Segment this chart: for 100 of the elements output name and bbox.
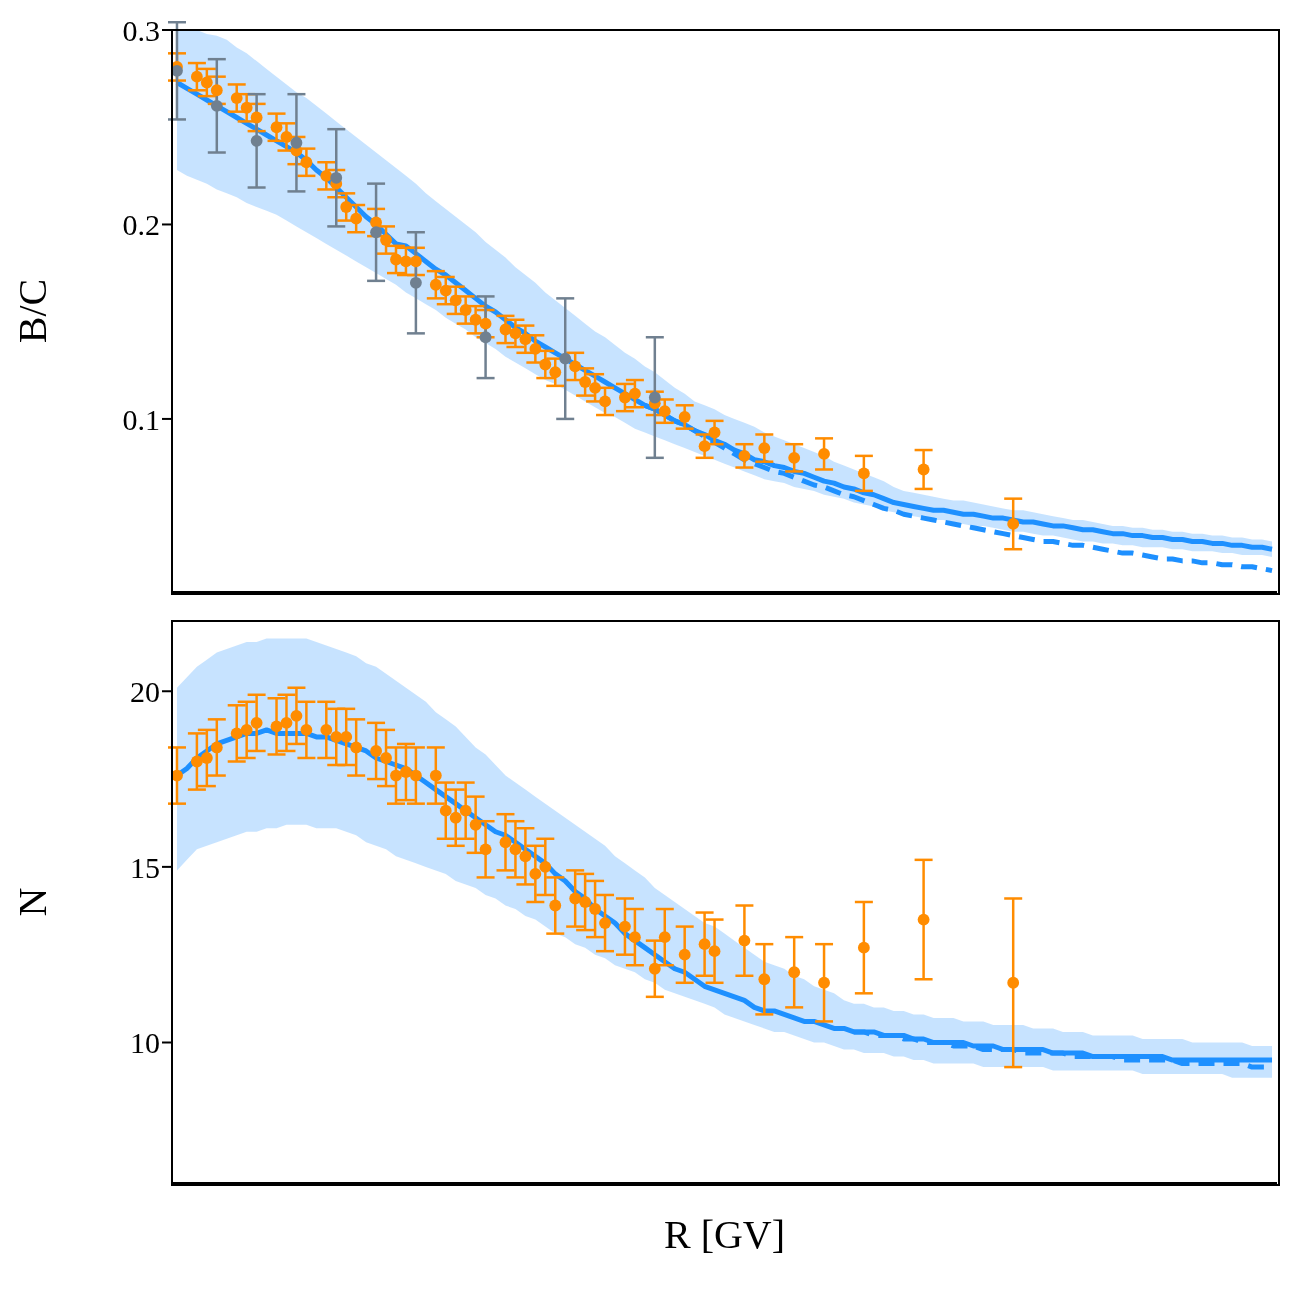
- point: [200, 76, 213, 89]
- point: [270, 121, 283, 134]
- point: [539, 860, 552, 873]
- point: [429, 769, 442, 782]
- point: [370, 226, 382, 239]
- point: [628, 931, 641, 944]
- point: [708, 426, 721, 439]
- point: [172, 769, 183, 782]
- point: [559, 352, 572, 365]
- point: [449, 294, 462, 307]
- point: [648, 391, 661, 404]
- point: [579, 896, 592, 908]
- y-tick-label: 10: [130, 1026, 160, 1060]
- point: [738, 934, 751, 947]
- point: [818, 976, 830, 989]
- point: [738, 449, 751, 462]
- point: [439, 284, 452, 297]
- x-axis-title: R [GV]: [662, 1211, 787, 1258]
- point: [390, 769, 402, 782]
- point: [648, 962, 661, 975]
- point: [519, 850, 532, 863]
- point: [499, 836, 512, 849]
- point: [619, 920, 631, 933]
- point: [380, 752, 392, 764]
- point: [708, 945, 721, 958]
- point: [240, 723, 253, 736]
- point: [469, 818, 482, 831]
- point: [539, 358, 552, 371]
- point: [400, 766, 412, 778]
- point: [599, 395, 611, 408]
- point: [230, 92, 243, 104]
- point: [409, 769, 422, 782]
- point: [172, 64, 183, 77]
- point: [340, 201, 353, 213]
- point: [857, 467, 870, 480]
- point: [390, 253, 402, 266]
- point: [320, 169, 333, 182]
- point: [280, 716, 293, 729]
- point: [300, 723, 313, 736]
- point: [250, 134, 263, 147]
- point: [210, 741, 223, 754]
- point: [818, 448, 830, 460]
- point: [857, 941, 870, 954]
- point: [788, 966, 801, 979]
- point: [200, 752, 213, 764]
- point: [449, 811, 462, 824]
- point: [1007, 518, 1020, 530]
- point: [330, 731, 343, 743]
- point: [409, 255, 422, 268]
- point: [569, 892, 582, 905]
- point: [917, 913, 930, 926]
- point: [658, 931, 671, 944]
- y-tick-label: 15: [130, 850, 160, 884]
- point: [509, 843, 522, 856]
- point: [210, 84, 223, 97]
- point: [698, 440, 711, 453]
- point: [678, 948, 691, 961]
- point: [788, 451, 801, 464]
- point: [579, 376, 592, 388]
- point: [459, 304, 472, 316]
- point: [210, 99, 223, 112]
- point: [678, 411, 691, 423]
- point: [350, 212, 363, 225]
- point: [300, 156, 313, 169]
- point: [230, 727, 243, 740]
- point: [270, 720, 283, 733]
- point: [917, 463, 930, 476]
- point: [350, 741, 363, 754]
- y-axis-title: B/C: [10, 278, 56, 344]
- point: [459, 804, 472, 817]
- point: [479, 317, 492, 330]
- point: [240, 101, 253, 114]
- point: [190, 70, 203, 83]
- point: [628, 387, 641, 400]
- point: [758, 442, 771, 454]
- y-tick-label: 0.1: [122, 402, 160, 436]
- y-tick-label: 0.3: [122, 13, 160, 47]
- point: [589, 381, 601, 394]
- point: [599, 917, 611, 929]
- y-tick-label: 20: [130, 674, 160, 708]
- y-tick-label: 0.2: [122, 208, 160, 242]
- point: [529, 867, 542, 880]
- point: [250, 716, 263, 729]
- point: [758, 973, 771, 986]
- point: [340, 731, 353, 743]
- point: [469, 313, 482, 326]
- point: [529, 343, 542, 355]
- point: [509, 327, 522, 340]
- point: [658, 405, 671, 418]
- y-axis-title: N: [10, 887, 56, 917]
- point: [1007, 976, 1020, 989]
- point: [698, 938, 711, 951]
- point: [549, 366, 562, 379]
- point: [330, 171, 343, 184]
- point: [429, 278, 442, 291]
- point: [589, 903, 601, 915]
- point: [569, 360, 582, 373]
- point: [280, 131, 293, 143]
- point: [519, 333, 532, 346]
- point: [439, 804, 452, 817]
